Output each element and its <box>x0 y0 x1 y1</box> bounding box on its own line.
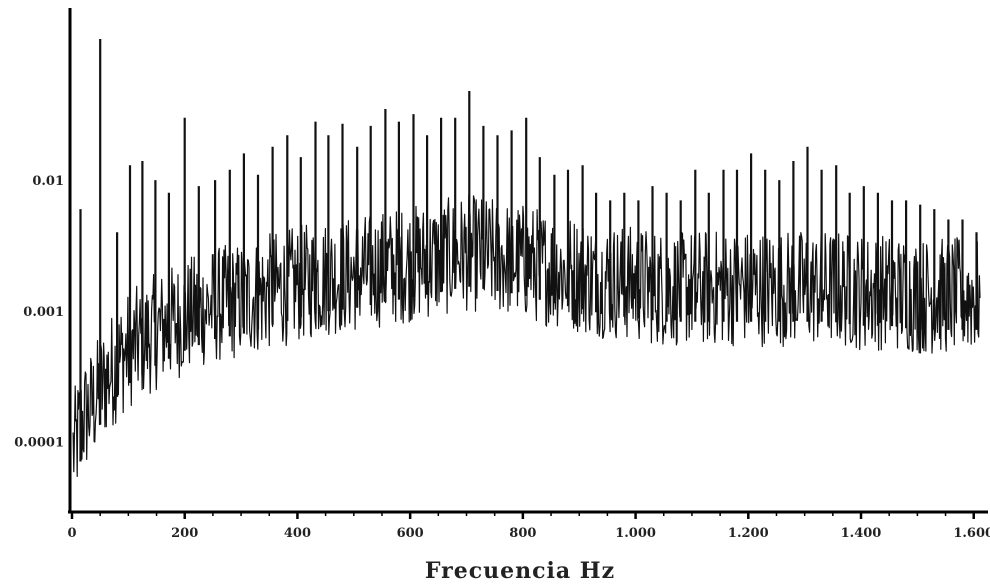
x-tick-label-1400: 1.400 <box>841 526 882 541</box>
x-tick-label-0: 0 <box>67 526 76 541</box>
x-tick-label-600: 600 <box>397 526 424 541</box>
x-tick-label-800: 800 <box>509 526 536 541</box>
y-tick-label-0.001: 0.001 <box>23 305 64 320</box>
y-tick-label-0.0001: 0.0001 <box>14 436 64 451</box>
x-tick-label-200: 200 <box>171 526 198 541</box>
x-tick-label-400: 400 <box>284 526 311 541</box>
x-axis-title: Frecuencia Hz <box>425 558 615 584</box>
axes <box>68 8 988 514</box>
x-tick-label-1000: 1.000 <box>615 526 656 541</box>
x-tick-label-1200: 1.200 <box>728 526 769 541</box>
tick-labels: 0 200 400 600 800 1.000 1.200 1.400 1.600 0.01 0.0… <box>14 174 990 541</box>
series-line-spectrum <box>72 194 981 477</box>
plot-area <box>72 39 981 477</box>
axis-ticks <box>70 512 975 519</box>
x-tick-label-1600: 1.600 <box>953 526 990 541</box>
y-tick-label-0.01: 0.01 <box>32 174 64 189</box>
